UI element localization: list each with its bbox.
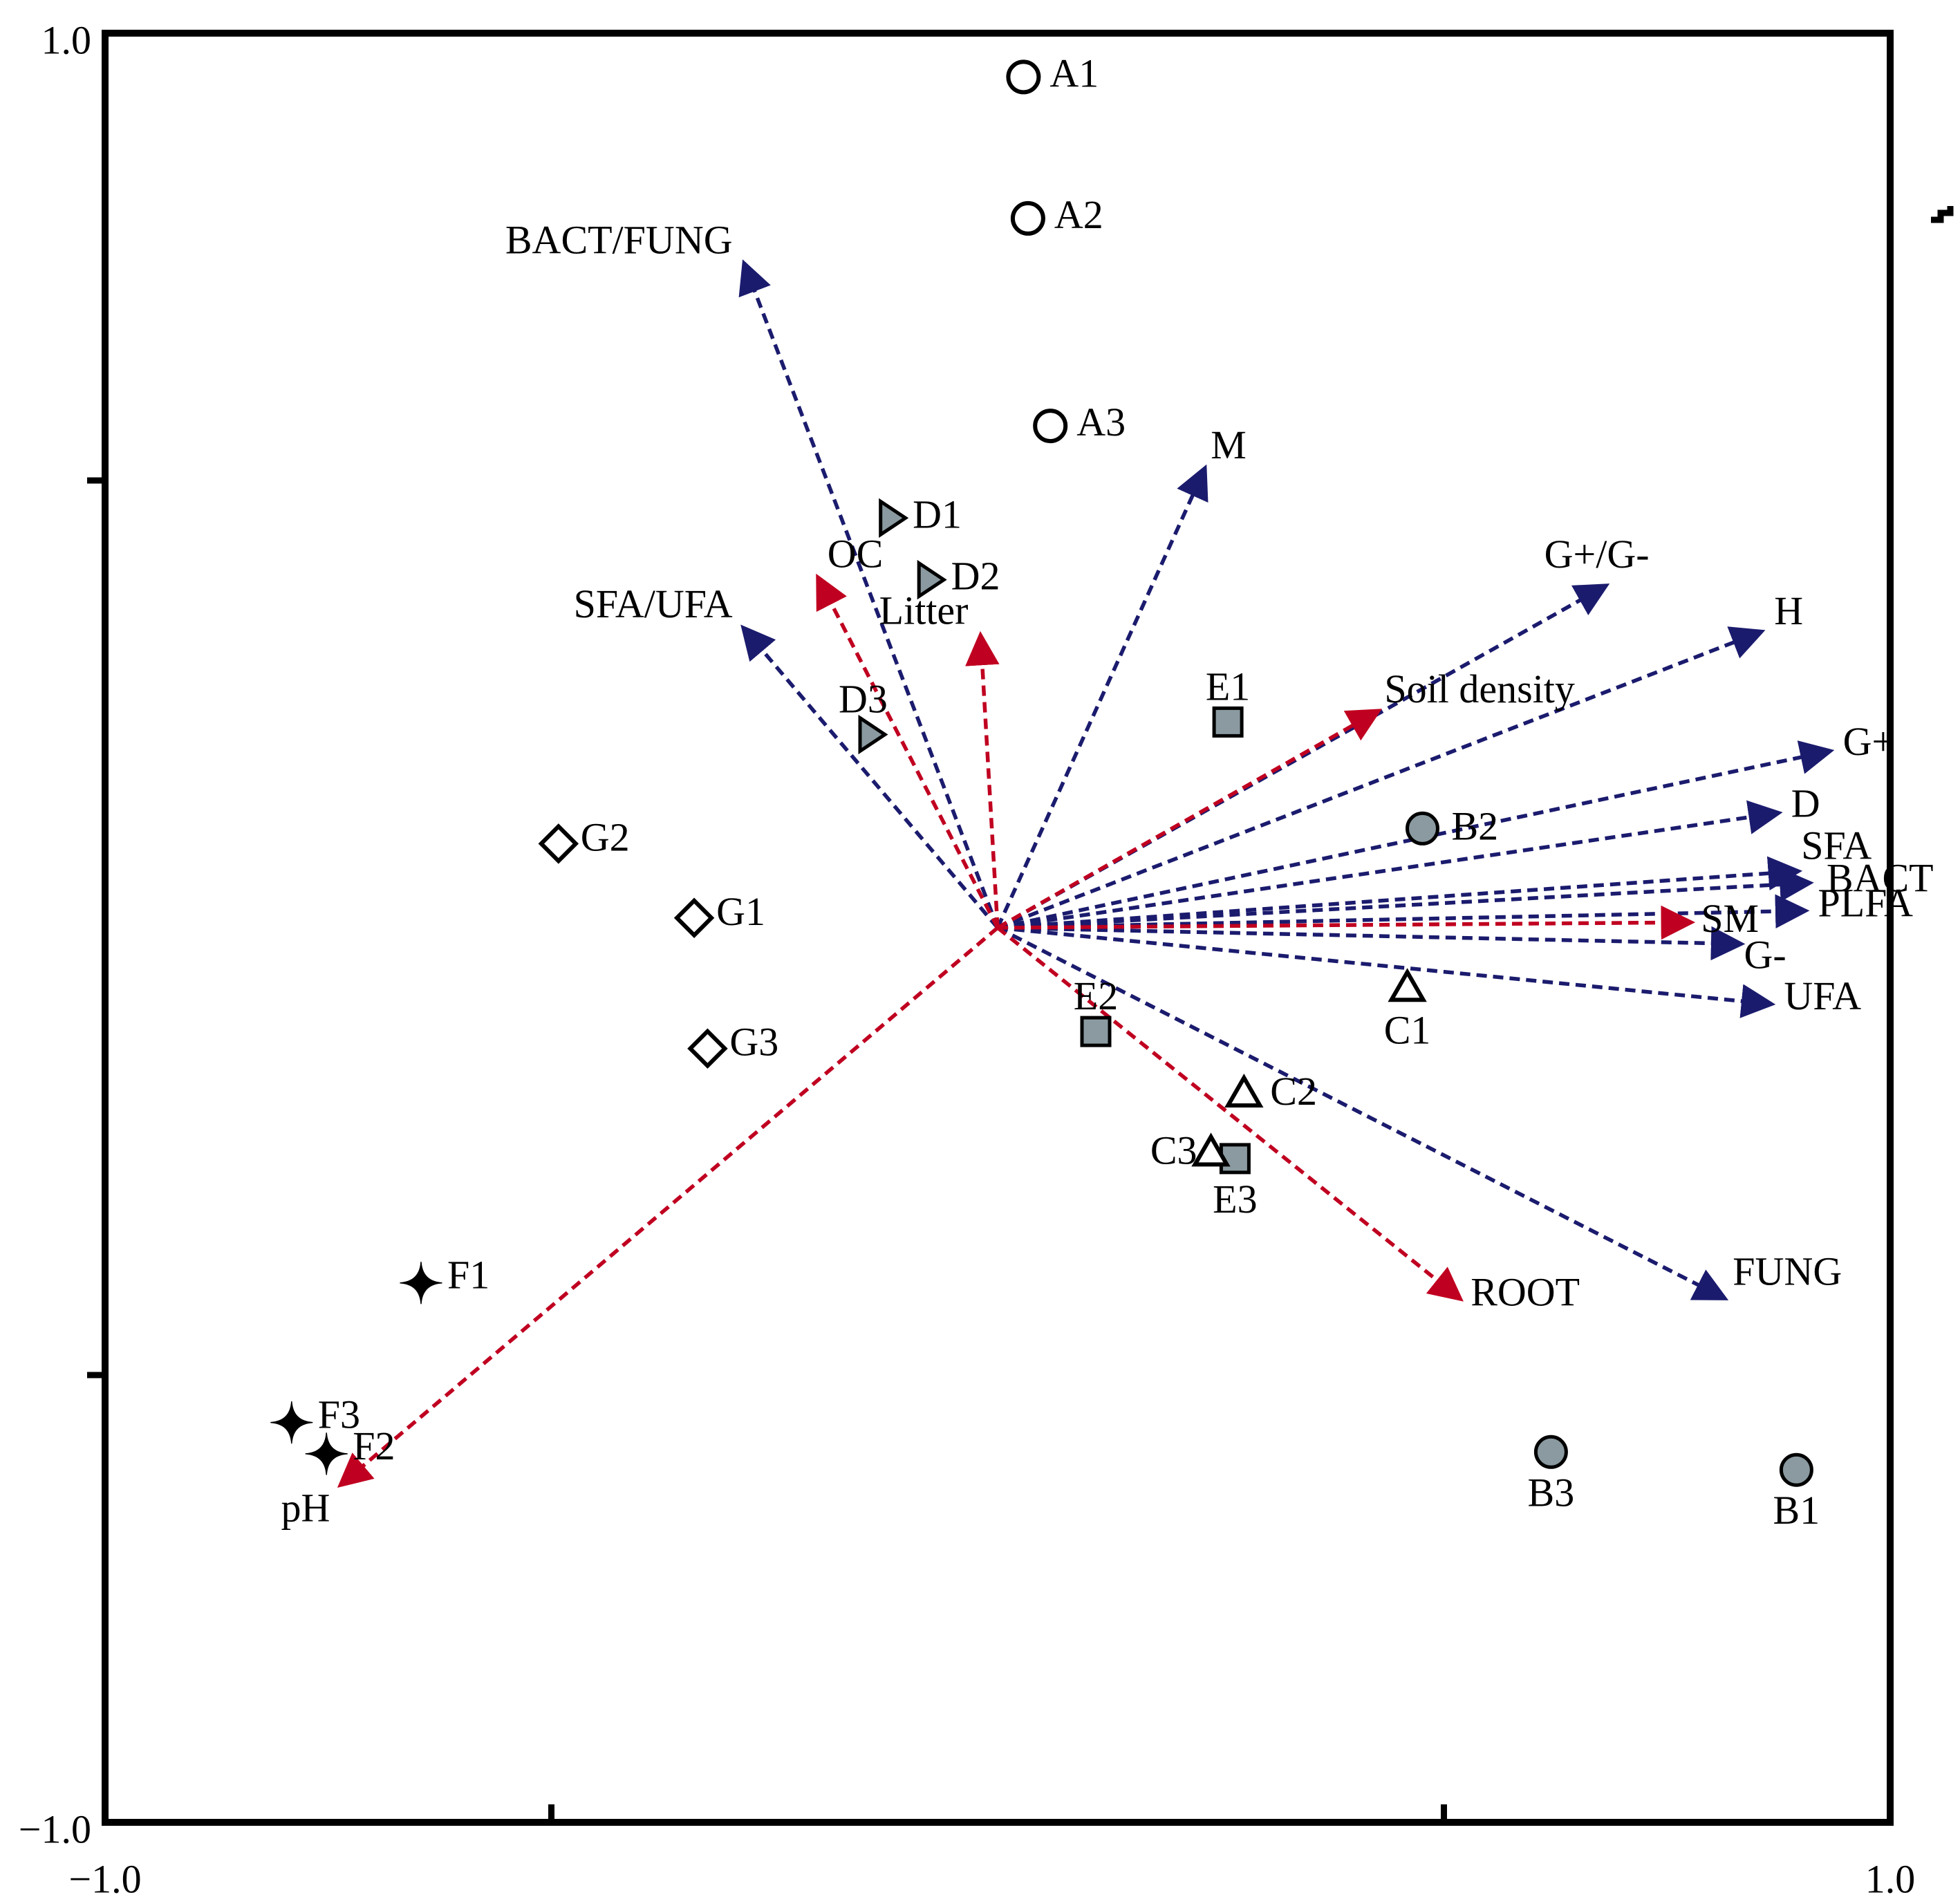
svg-text:C1: C1 — [1384, 1007, 1431, 1052]
svg-text:ROOT: ROOT — [1471, 1269, 1580, 1314]
svg-text:FUNG: FUNG — [1733, 1249, 1842, 1293]
svg-text:M: M — [1211, 422, 1247, 467]
svg-text:E2: E2 — [1074, 973, 1118, 1018]
svg-text:PLFA: PLFA — [1818, 880, 1914, 925]
svg-text:D3: D3 — [839, 677, 888, 722]
svg-text:A1: A1 — [1049, 50, 1099, 95]
svg-text:SM: SM — [1701, 896, 1759, 941]
svg-text:G+/G-: G+/G- — [1544, 532, 1650, 577]
svg-text:D: D — [1791, 781, 1820, 825]
svg-text:A2: A2 — [1054, 192, 1103, 237]
svg-text:D2: D2 — [951, 554, 1000, 599]
svg-text:C3: C3 — [1150, 1128, 1197, 1172]
svg-text:pH: pH — [281, 1486, 330, 1531]
svg-text:−1.0: −1.0 — [68, 1857, 141, 1897]
svg-text:UFA: UFA — [1784, 973, 1861, 1018]
svg-text:E3: E3 — [1213, 1177, 1257, 1222]
svg-text:G1: G1 — [716, 889, 765, 934]
svg-text:1.0: 1.0 — [1865, 1857, 1916, 1897]
svg-text:1.0: 1.0 — [41, 17, 92, 62]
svg-text:BACT/FUNG: BACT/FUNG — [505, 217, 733, 262]
svg-text:E1: E1 — [1206, 664, 1250, 709]
svg-text:F3: F3 — [318, 1392, 360, 1437]
svg-text:C2: C2 — [1270, 1069, 1317, 1114]
svg-text:G+: G+ — [1843, 719, 1895, 764]
svg-text:G2: G2 — [581, 814, 630, 859]
svg-text:F1: F1 — [447, 1253, 489, 1298]
svg-text:G3: G3 — [729, 1020, 778, 1065]
svg-text:Soil density: Soil density — [1384, 666, 1575, 711]
svg-text:OC: OC — [828, 532, 884, 577]
svg-text:SFA/UFA: SFA/UFA — [574, 581, 733, 626]
svg-text:D1: D1 — [913, 492, 962, 536]
svg-text:B3: B3 — [1528, 1470, 1575, 1515]
svg-text:H: H — [1774, 588, 1803, 633]
svg-text:−1.0: −1.0 — [19, 1806, 91, 1851]
svg-text:B2: B2 — [1452, 803, 1499, 848]
svg-text:A3: A3 — [1076, 400, 1126, 445]
svg-text:B1: B1 — [1773, 1488, 1820, 1533]
